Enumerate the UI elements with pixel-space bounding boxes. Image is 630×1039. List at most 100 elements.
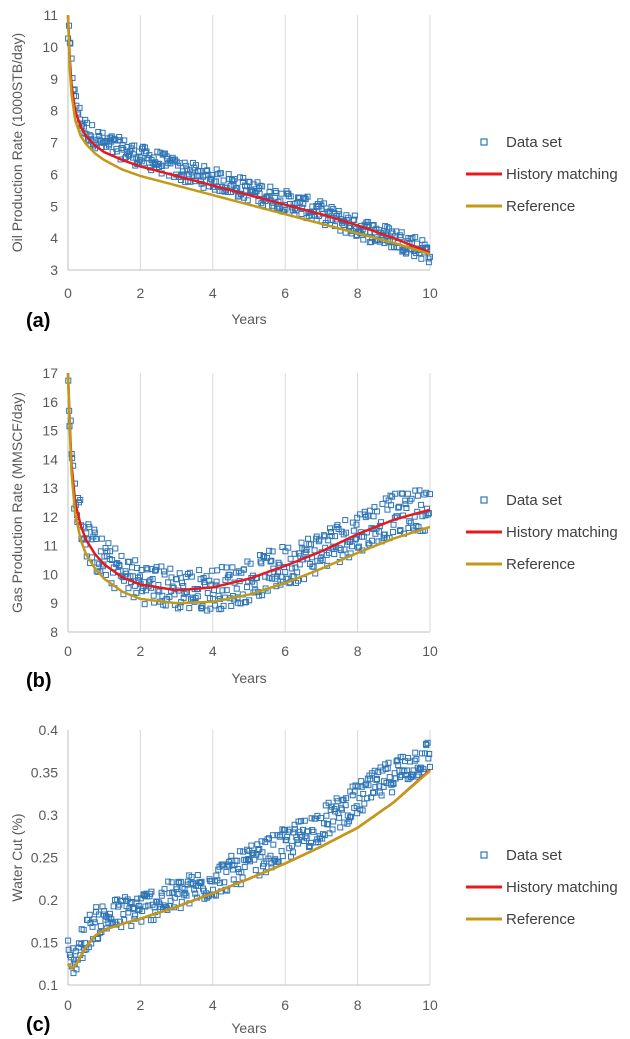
data-point (411, 757, 418, 764)
data-point (148, 888, 155, 895)
data-point (414, 492, 421, 499)
data-point (186, 605, 193, 612)
data-point (271, 857, 278, 864)
x-tick-label: 10 (422, 997, 438, 1013)
data-point (206, 595, 213, 602)
series-line-history-matching (66, 14, 431, 254)
data-point (337, 824, 344, 831)
data-point (165, 878, 172, 885)
data-point (338, 806, 345, 813)
y-tick-label: 0.15 (31, 935, 58, 951)
data-point (342, 517, 349, 524)
data-point (294, 569, 301, 576)
data-point (283, 836, 290, 843)
data-point (426, 253, 433, 260)
data-point (320, 532, 327, 539)
legend-label: Reference (506, 198, 575, 215)
data-point (144, 566, 151, 573)
data-point (326, 830, 333, 837)
data-point (167, 565, 174, 572)
data-point (217, 879, 224, 886)
data-point (301, 817, 308, 824)
data-point (246, 597, 253, 604)
data-point (325, 799, 332, 806)
data-point (256, 190, 263, 197)
plot-area (65, 14, 433, 266)
data-point (369, 222, 376, 229)
data-point (91, 529, 98, 536)
data-point (267, 852, 274, 859)
data-point (301, 194, 308, 201)
x-tick-label: 2 (137, 285, 145, 301)
data-point (351, 212, 358, 219)
data-point (141, 144, 148, 151)
data-point (158, 892, 165, 899)
data-point (311, 547, 318, 554)
data-point (220, 177, 227, 184)
data-point (116, 901, 123, 908)
data-point (425, 255, 432, 262)
data-point (229, 564, 236, 571)
data-point (97, 548, 104, 555)
data-point (305, 535, 312, 542)
data-point (376, 783, 383, 790)
data-point (332, 533, 339, 540)
y-axis-title: Oil Production Rate (1000STB/day) (9, 33, 25, 252)
data-point (353, 521, 360, 528)
data-point (126, 152, 133, 159)
data-point (426, 763, 433, 770)
data-point (208, 172, 215, 179)
data-point (370, 789, 377, 796)
data-point (248, 842, 255, 849)
data-point (260, 552, 267, 559)
legend-label: History matching (506, 879, 618, 896)
data-point (217, 170, 224, 177)
y-tick-label: 8 (50, 624, 58, 640)
chart-panel-c: 0 2 4 6 8 10 0.1 0.15 0.2 0.25 0.3 0.35 0.4 Years Wate… (9, 722, 618, 1036)
data-point (352, 536, 359, 543)
data-point (367, 775, 374, 782)
data-point (113, 148, 120, 155)
data-point (317, 555, 324, 562)
data-point (398, 229, 405, 236)
data-point (135, 902, 142, 909)
data-point (427, 491, 433, 498)
data-point (219, 587, 226, 594)
chart-panel-b: 0 2 4 6 8 10 8 9 10 11 12 13 14 15 16 17 Years Gas Produc… (9, 365, 618, 692)
data-point (70, 956, 77, 963)
data-point (219, 862, 226, 869)
data-point (136, 573, 143, 580)
chart-panel-a: 0 2 4 6 8 10 3 4 5 6 7 8 9 10 11 Years Oil Production Ra… (9, 7, 618, 332)
data-point (358, 783, 365, 790)
data-point (266, 189, 273, 196)
y-tick-label: 4 (50, 230, 58, 246)
data-point (168, 879, 175, 886)
data-point (223, 587, 230, 594)
data-point (360, 236, 367, 243)
data-point (179, 884, 186, 891)
data-point (367, 507, 374, 514)
data-point (412, 234, 419, 241)
data-point (196, 567, 203, 574)
data-point (289, 849, 296, 856)
data-point (152, 567, 159, 574)
data-point (329, 826, 336, 833)
data-point (194, 872, 201, 879)
data-point (116, 562, 123, 569)
data-point (139, 588, 146, 595)
data-point (256, 846, 263, 853)
x-tick-label: 0 (64, 643, 72, 659)
x-tick-label: 6 (281, 643, 289, 659)
data-point (183, 892, 190, 899)
data-point (319, 556, 326, 563)
data-point (259, 183, 266, 190)
y-tick-label: 0.25 (31, 850, 58, 866)
data-point (115, 903, 122, 910)
data-point (371, 767, 378, 774)
data-point (315, 839, 322, 846)
data-point (413, 756, 420, 763)
data-point (179, 579, 186, 586)
series-line-reference (66, 372, 431, 605)
data-point (355, 543, 362, 550)
